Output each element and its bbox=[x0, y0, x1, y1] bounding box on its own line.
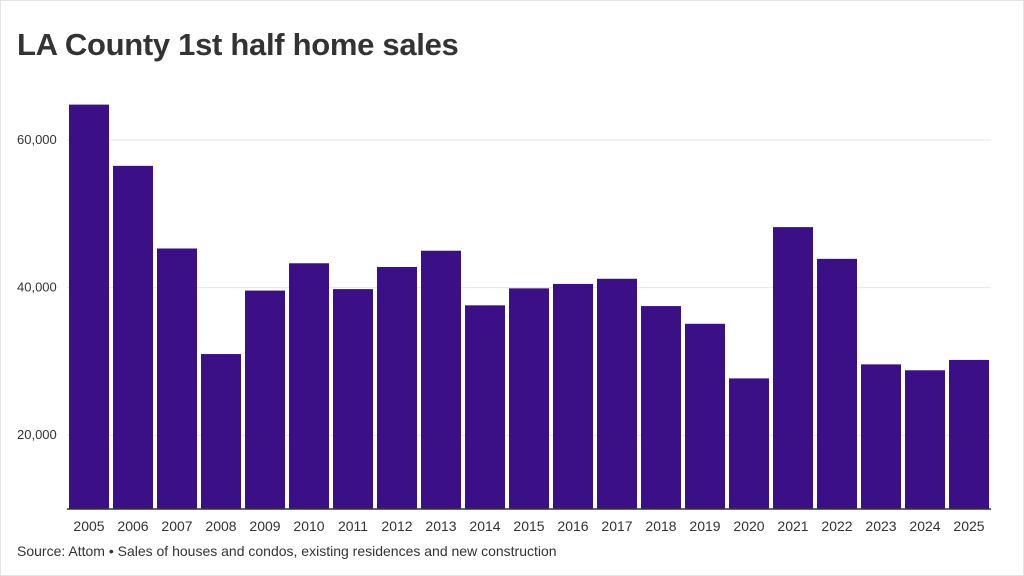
x-tick-label-2023: 2023 bbox=[865, 518, 896, 534]
bar-2018 bbox=[641, 306, 681, 509]
bar-2007 bbox=[157, 248, 197, 509]
x-tick-label-2009: 2009 bbox=[249, 518, 280, 534]
bar-2014 bbox=[465, 305, 505, 509]
bar-2009 bbox=[245, 290, 285, 509]
x-tick-label-2024: 2024 bbox=[909, 518, 940, 534]
bar-2010 bbox=[289, 263, 329, 509]
x-tick-label-2020: 2020 bbox=[733, 518, 764, 534]
bar-2016 bbox=[553, 283, 593, 509]
bar-2012 bbox=[377, 266, 417, 509]
bar-2020 bbox=[729, 378, 769, 509]
x-tick-label-2005: 2005 bbox=[73, 518, 104, 534]
x-tick-label-2008: 2008 bbox=[205, 518, 236, 534]
bar-2008 bbox=[201, 354, 241, 509]
bar-2005 bbox=[69, 104, 109, 509]
x-tick-label-2006: 2006 bbox=[117, 518, 148, 534]
bar-2024 bbox=[905, 370, 945, 509]
bar-2015 bbox=[509, 288, 549, 509]
bar-2023 bbox=[861, 364, 901, 509]
bar-2021 bbox=[773, 227, 813, 509]
bar-2013 bbox=[421, 250, 461, 510]
x-tick-label-2019: 2019 bbox=[689, 518, 720, 534]
y-axis-ticks: 20,000 40,000 60,000 bbox=[17, 132, 57, 442]
x-tick-label-2011: 2011 bbox=[338, 518, 368, 534]
y-tick-label-60000: 60,000 bbox=[17, 132, 57, 147]
x-tick-label-2021: 2021 bbox=[777, 518, 808, 534]
y-tick-label-40000: 40,000 bbox=[17, 280, 57, 295]
bar-2025 bbox=[949, 359, 989, 509]
y-tick-label-20000: 20,000 bbox=[17, 427, 57, 442]
x-tick-label-2015: 2015 bbox=[513, 518, 544, 534]
x-tick-label-2018: 2018 bbox=[645, 518, 676, 534]
chart-title: LA County 1st half home sales bbox=[17, 27, 459, 62]
x-axis-ticks: 2005 2006 2007 2008 2009 2010 2011 2012 2013 2014… bbox=[73, 518, 984, 534]
x-tick-label-2014: 2014 bbox=[469, 518, 500, 534]
x-tick-label-2016: 2016 bbox=[557, 518, 588, 534]
bar-2017 bbox=[597, 278, 637, 509]
bars bbox=[69, 104, 989, 510]
x-tick-label-2013: 2013 bbox=[425, 518, 456, 534]
bar-2019 bbox=[685, 323, 725, 509]
x-tick-label-2010: 2010 bbox=[293, 518, 324, 534]
x-tick-label-2012: 2012 bbox=[381, 518, 412, 534]
x-tick-label-2022: 2022 bbox=[821, 518, 852, 534]
bar-2011 bbox=[333, 289, 373, 509]
x-tick-label-2007: 2007 bbox=[161, 518, 192, 534]
bar-2022 bbox=[817, 258, 857, 509]
bar-2006 bbox=[113, 165, 153, 510]
x-tick-label-2025: 2025 bbox=[953, 518, 984, 534]
source-note: Source: Attom • Sales of houses and cond… bbox=[17, 543, 557, 559]
x-tick-label-2017: 2017 bbox=[601, 518, 632, 534]
